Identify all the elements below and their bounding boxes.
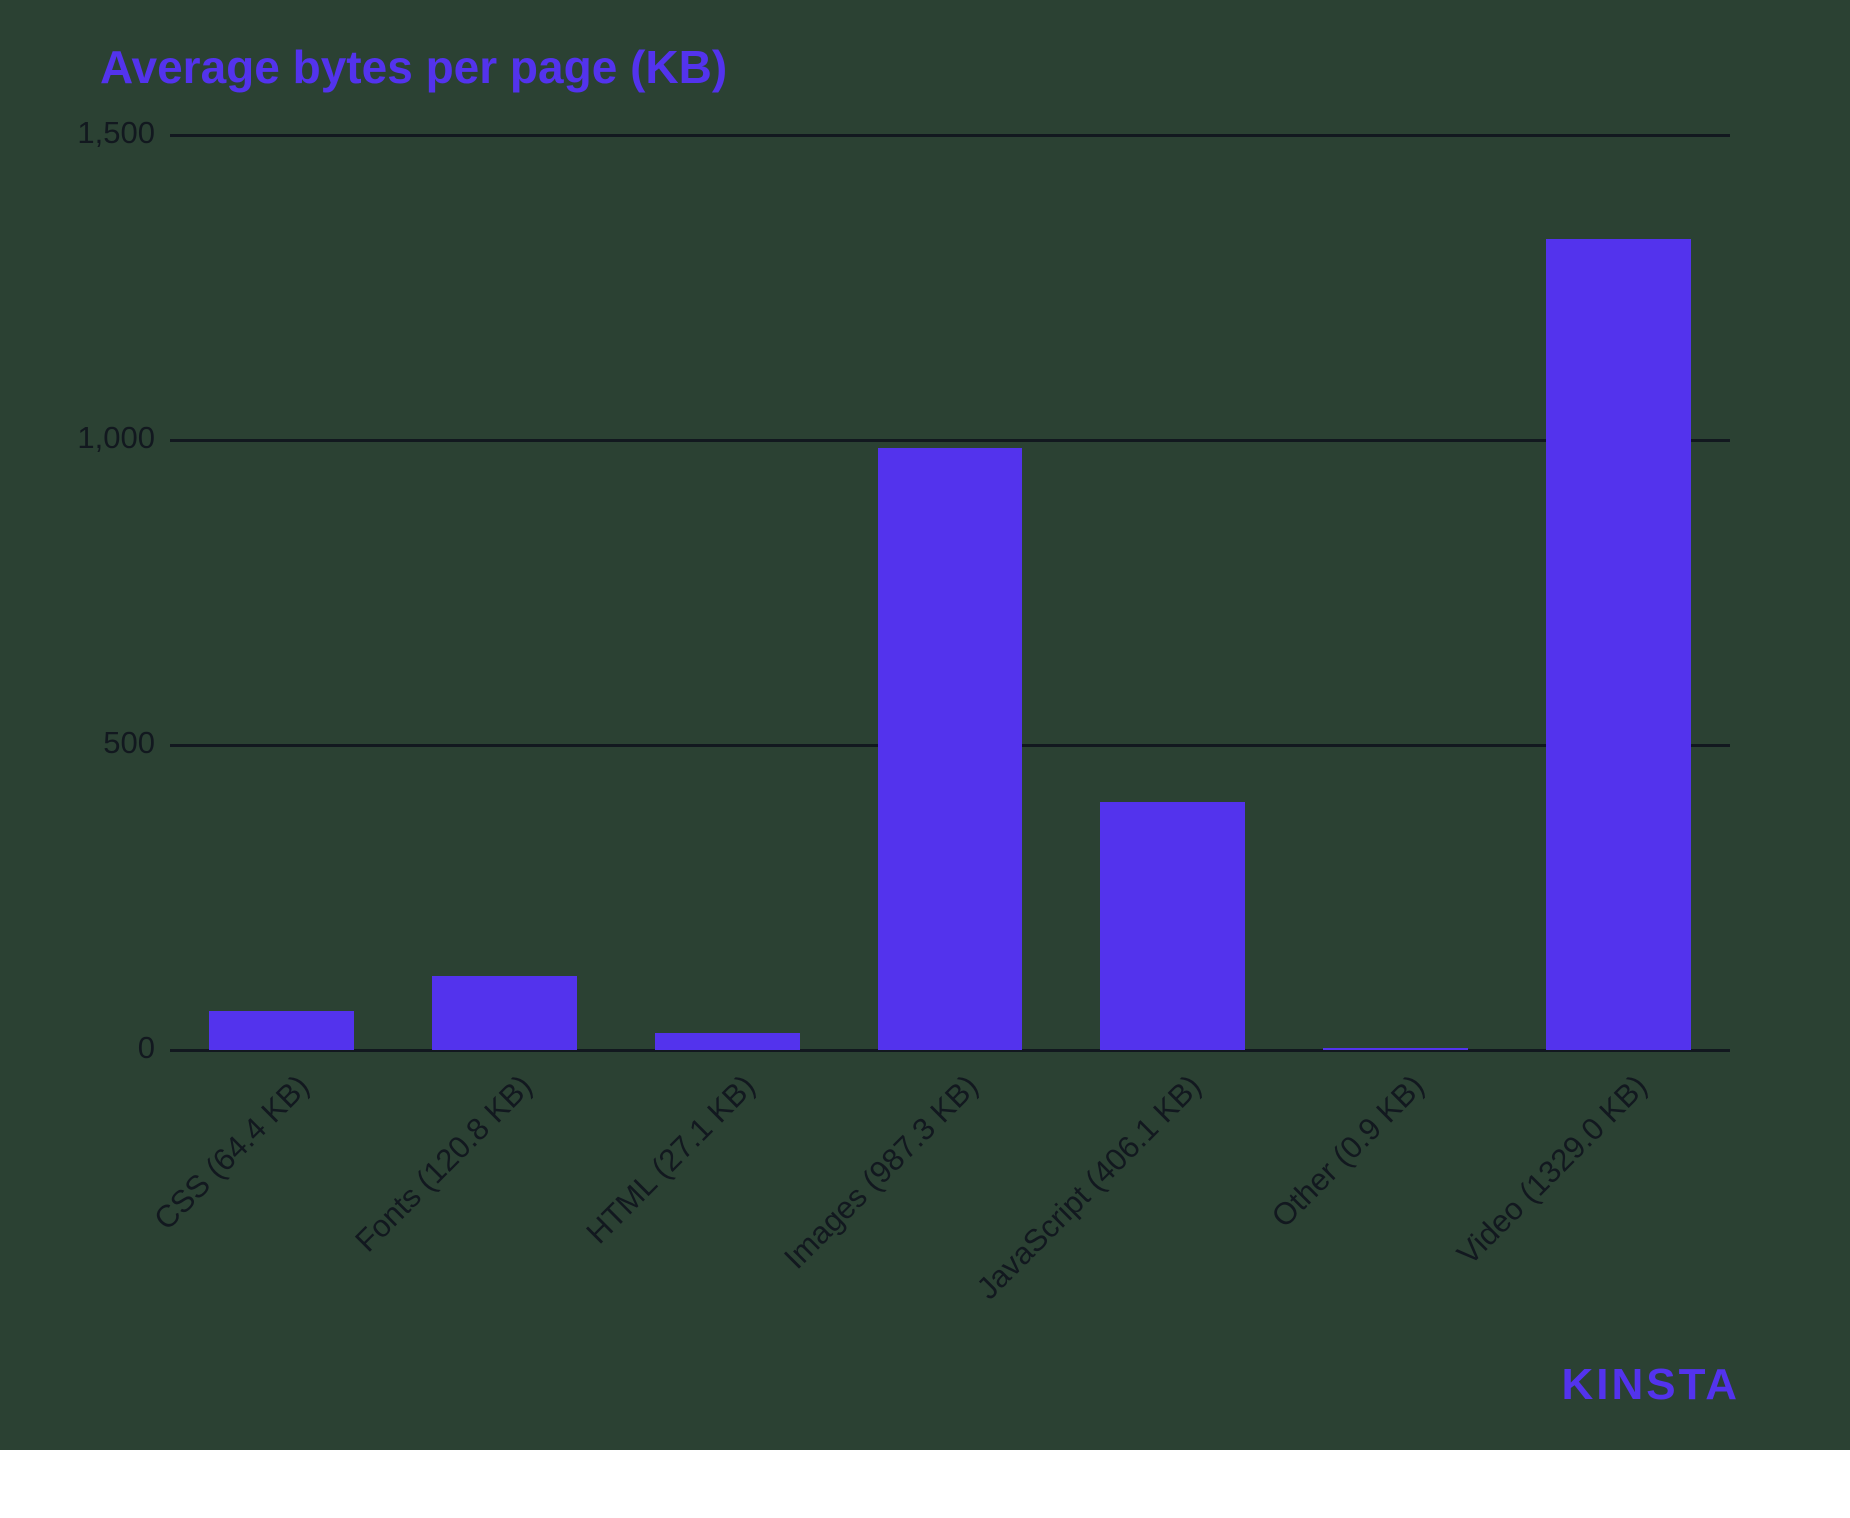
y-tick-label: 0 <box>15 1030 155 1066</box>
bar <box>432 976 577 1050</box>
x-tick-label: Fonts (120.8 KB) <box>90 1068 540 1518</box>
y-tick-label: 500 <box>15 725 155 761</box>
x-tick-label: Images (987.3 KB) <box>536 1068 986 1518</box>
bar <box>1100 802 1245 1050</box>
bar <box>878 448 1023 1050</box>
bar <box>1323 1048 1468 1050</box>
x-tick-label: HTML (27.1 KB) <box>313 1068 763 1518</box>
bar <box>1546 239 1691 1050</box>
chart-frame: Average bytes per page (KB) KINSTA 0 500 1… <box>0 0 1850 1450</box>
x-tick-label: Other (0.9 KB) <box>981 1068 1431 1518</box>
brand-logo: KINSTA <box>1561 1360 1740 1410</box>
y-tick-label: 1,000 <box>15 420 155 456</box>
chart-title: Average bytes per page (KB) <box>100 40 727 94</box>
y-tick-label: 1,500 <box>15 115 155 151</box>
x-tick-label: JavaScript (406.1 KB) <box>759 1068 1209 1518</box>
bar <box>655 1033 800 1050</box>
plot-area <box>170 135 1730 1050</box>
gridline <box>170 439 1730 442</box>
gridline <box>170 134 1730 137</box>
bar <box>209 1011 354 1050</box>
x-tick-label: Video (1329.0 KB) <box>1204 1068 1654 1518</box>
